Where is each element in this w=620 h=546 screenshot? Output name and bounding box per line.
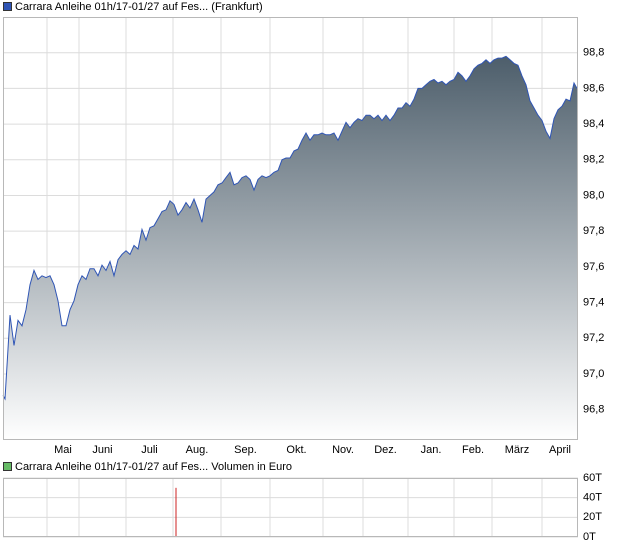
y-tick-label: 20T [583,511,602,523]
x-tick-label: März [505,444,529,456]
y-tick-label: 97,0 [583,368,604,380]
x-tick-label: Juli [141,444,158,456]
y-tick-label: 98,8 [583,47,604,59]
y-tick-label: 98,2 [583,154,604,166]
volume-bar [175,487,177,537]
x-tick-label: Juni [92,444,112,456]
plot-border [3,478,578,537]
y-tick-label: 98,0 [583,189,604,201]
y-tick-label: 96,8 [583,404,604,416]
legend-swatch [3,2,12,11]
y-tick-label: 97,2 [583,332,604,344]
price-line [2,55,578,401]
x-tick-label: April [549,444,571,456]
y-tick-label: 98,6 [583,82,604,94]
x-tick-label: Aug. [186,444,209,456]
y-tick-label: 40T [583,492,602,504]
y-tick-label: 97,4 [583,296,604,308]
price-area [3,56,577,441]
x-tick-label: Jan. [421,444,442,456]
legend-swatch [3,462,12,471]
y-tick-label: 60T [583,472,602,484]
x-tick-label: Okt. [286,444,306,456]
plot-area [3,478,578,537]
x-tick-label: Feb. [462,444,484,456]
x-tick-label: Sep. [234,444,257,456]
x-tick-label: Nov. [332,444,354,456]
x-tick-label: Dez. [374,444,397,456]
legend-label: Carrara Anleihe 01h/17-01/27 auf Fes... … [15,461,292,473]
y-tick-label: 97,6 [583,261,604,273]
y-tick-label: 0T [583,531,596,543]
plot-border [3,17,578,440]
y-tick-label: 98,4 [583,118,604,130]
y-tick-label: 97,8 [583,225,604,237]
legend-label: Carrara Anleihe 01h/17-01/27 auf Fes... … [15,1,263,13]
x-tick-label: Mai [54,444,72,456]
